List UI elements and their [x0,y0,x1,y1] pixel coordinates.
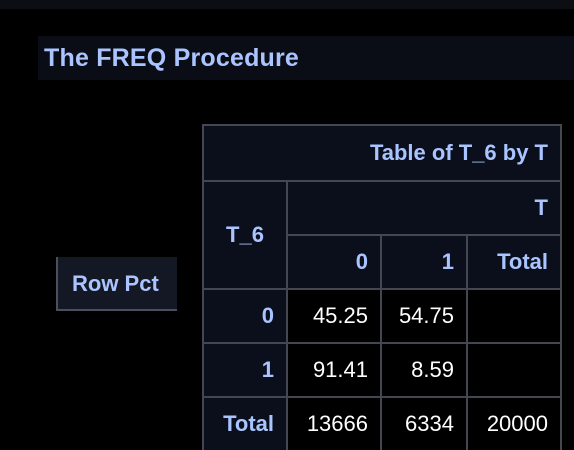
table-row: 1 91.41 8.59 [202,342,562,398]
top-strip [0,0,574,9]
crosstab-table-container: Table of T_6 by T T_6 T 0 1 Total 0 45.2… [202,124,562,450]
row-header-total: Total [202,396,288,450]
table-cell [466,342,562,398]
crosstab-table: Table of T_6 by T T_6 T 0 1 Total 0 45.2… [202,124,562,450]
table-cell: 6334 [380,396,468,450]
column-header-1: 1 [380,234,468,290]
table-row: Total 13666 6334 20000 [202,396,562,450]
table-cell: 45.25 [286,288,382,344]
column-header-total: Total [466,234,562,290]
procedure-title: The FREQ Procedure [44,44,300,72]
column-variable-header: T [286,180,562,236]
row-header-1: 1 [202,342,288,398]
table-cell: 54.75 [380,288,468,344]
procedure-title-bar: The FREQ Procedure [38,36,574,80]
table-cell: 13666 [286,396,382,450]
table-caption: Table of T_6 by T [202,124,562,182]
table-row: 0 45.25 54.75 [202,288,562,344]
table-cell: 8.59 [380,342,468,398]
table-cell: 20000 [466,396,562,450]
statistics-legend-label: Row Pct [72,271,159,296]
row-variable-header: T_6 [202,180,288,290]
row-header-0: 0 [202,288,288,344]
table-cell [466,288,562,344]
statistics-legend-box: Row Pct [56,257,177,311]
column-header-0: 0 [286,234,382,290]
table-cell: 91.41 [286,342,382,398]
